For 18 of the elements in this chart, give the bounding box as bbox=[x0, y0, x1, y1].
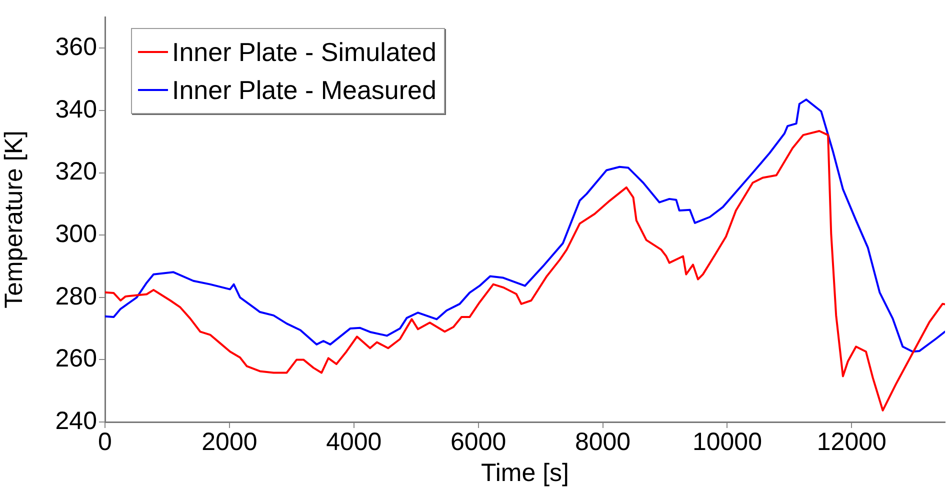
x-tick-label: 4000 bbox=[326, 428, 382, 456]
x-tick-label: 6000 bbox=[450, 428, 506, 456]
x-tick-label: 2000 bbox=[202, 428, 258, 456]
x-tick-label: 8000 bbox=[574, 428, 631, 456]
y-tick-label: 240 bbox=[55, 406, 97, 435]
y-tick-label: 300 bbox=[55, 220, 97, 248]
x-axis-title: Time [s] bbox=[481, 458, 569, 487]
y-tick-label: 340 bbox=[55, 95, 97, 124]
legend-label: Inner Plate - Measured bbox=[172, 74, 436, 107]
y-axis-title: Temperature [K] bbox=[0, 130, 28, 308]
x-tick-label: 10000 bbox=[692, 428, 762, 456]
y-tick-label: 360 bbox=[55, 33, 97, 62]
x-tick-label: 12000 bbox=[816, 428, 886, 456]
legend-label: Inner Plate - Simulated bbox=[172, 36, 436, 69]
y-tick-label: 280 bbox=[55, 282, 97, 310]
y-tick-label: 260 bbox=[55, 344, 97, 373]
x-tick-label: 0 bbox=[98, 428, 112, 456]
y-tick-label: 320 bbox=[55, 158, 97, 186]
